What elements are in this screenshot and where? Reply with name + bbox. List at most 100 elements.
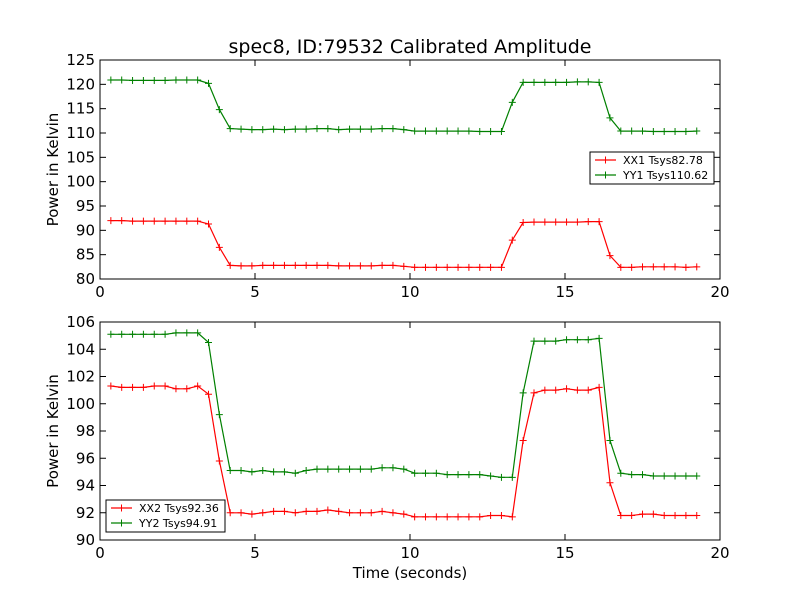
panel1-xtick-label: 10 bbox=[400, 283, 419, 301]
panel2-series-1-point bbox=[606, 479, 614, 487]
panel2-series-1-point bbox=[487, 511, 495, 519]
panel1-series-1-point bbox=[584, 218, 592, 226]
panel2-series-2-point bbox=[660, 472, 668, 480]
panel1-series-2-point bbox=[649, 128, 657, 136]
panel2-series-1-point bbox=[313, 507, 321, 515]
panel1-xtick-label: 20 bbox=[710, 283, 729, 301]
panel2-series-2-point bbox=[259, 467, 267, 475]
panel2-series-1-point bbox=[129, 383, 137, 391]
panel1-series-2-point bbox=[682, 128, 690, 136]
panel1-ylabel: Power in Kelvin bbox=[44, 113, 62, 227]
panel1-series-2-point bbox=[671, 128, 679, 136]
panel2-series-2-point bbox=[194, 329, 202, 337]
panel2-ytick-label: 90 bbox=[76, 531, 95, 549]
panel1-ytick-label: 80 bbox=[76, 270, 95, 288]
panel1-series-1-point bbox=[335, 262, 343, 270]
panel1-series-2-point bbox=[639, 127, 646, 135]
panel2-xtick-label: 5 bbox=[250, 544, 260, 562]
panel1-series-1-line bbox=[110, 220, 697, 268]
panel1-ytick-label: 90 bbox=[76, 221, 95, 239]
panel1-series-2-point bbox=[519, 78, 527, 86]
panel1-series-2-point bbox=[530, 78, 538, 86]
panel1-series-1-point bbox=[150, 217, 158, 225]
panel2-series-2-point bbox=[595, 334, 603, 342]
panel1-series-2-point bbox=[606, 114, 614, 122]
panel2-ytick-label: 96 bbox=[76, 449, 95, 467]
panel2-series-1-point bbox=[356, 509, 364, 517]
panel2-legend bbox=[105, 499, 226, 533]
panel2-series-2-point bbox=[573, 336, 581, 344]
panel1-ytick-label: 105 bbox=[66, 148, 95, 166]
panel1-series-2-point bbox=[595, 78, 603, 86]
panel1-series-1-point bbox=[563, 218, 571, 226]
panel1-series-1-point bbox=[411, 263, 419, 271]
panel2-series-2-point bbox=[161, 330, 169, 338]
panel2-series-1-point bbox=[107, 382, 115, 390]
panel2-series-2-point bbox=[367, 465, 375, 473]
panel2-series-1-point bbox=[291, 509, 299, 517]
panel2-series-2-point bbox=[584, 336, 592, 344]
panel2-legend-label: YY2 Tsys94.91 bbox=[138, 517, 217, 530]
panel1-series-1-point bbox=[660, 263, 668, 271]
panel1-series-1-point bbox=[205, 220, 212, 228]
panel1-series-1-point bbox=[129, 217, 137, 225]
panel2-series-2-point bbox=[454, 471, 462, 479]
panel2-series-1-point bbox=[595, 383, 603, 391]
panel2-series-2-point bbox=[487, 472, 495, 480]
panel2-series-1-point bbox=[454, 513, 462, 521]
panel2-xtick-label: 0 bbox=[95, 544, 105, 562]
panel1-legend-label: XX1 Tsys82.78 bbox=[623, 154, 703, 167]
panel2-series-1-point bbox=[552, 386, 560, 394]
panel2-series-2-point bbox=[118, 330, 126, 338]
panel2-series-2-point bbox=[411, 469, 419, 477]
panel2-series-1-point bbox=[324, 506, 332, 514]
panel1-series-2-point bbox=[487, 128, 495, 136]
panel2-series-2-point bbox=[541, 337, 549, 345]
panel1-series-1-point bbox=[107, 217, 115, 225]
panel2-series-1-point bbox=[226, 509, 234, 517]
panel1-series-2-point bbox=[335, 126, 343, 134]
panel1-series-1-point bbox=[324, 261, 332, 269]
panel1-series-2-point bbox=[422, 127, 429, 135]
panel1-legend-label: YY1 Tsys110.62 bbox=[622, 169, 708, 182]
panel1-xtick-label: 0 bbox=[95, 283, 105, 301]
panel1-ytick-label: 120 bbox=[66, 75, 95, 93]
panel2-ylabel: Power in Kelvin bbox=[44, 374, 62, 488]
panel2-series-2-point bbox=[346, 465, 354, 473]
panel1-series-2-point bbox=[313, 125, 321, 133]
panel1-series-1-point bbox=[356, 262, 364, 270]
panel1-series-2-point bbox=[259, 126, 267, 134]
panel2-xtick-label: 20 bbox=[710, 544, 729, 562]
panel2-series-1-point bbox=[617, 511, 625, 519]
panel1-series-1-point bbox=[693, 263, 701, 271]
panel2-series-2-point bbox=[226, 467, 234, 475]
panel1-ytick-label: 115 bbox=[66, 100, 95, 118]
panel1-series-1-point bbox=[248, 262, 256, 270]
panel1-series-1-point bbox=[682, 263, 690, 271]
panel1-series-1-point bbox=[194, 217, 202, 225]
panel2-series-1-point bbox=[476, 513, 484, 521]
panel1-series-2-point bbox=[237, 125, 245, 133]
panel1-series-1-point bbox=[237, 262, 245, 270]
panel2-series-2-point bbox=[443, 471, 451, 479]
panel2-series-2-point bbox=[693, 472, 701, 480]
panel2-series-2-point bbox=[139, 330, 147, 338]
panel2-series-1-point bbox=[389, 509, 397, 517]
panel1-series-2-point bbox=[573, 78, 581, 86]
panel1-series-2-point bbox=[660, 128, 668, 136]
panel1-legend bbox=[589, 151, 715, 185]
panel1-legend-marker bbox=[602, 171, 609, 179]
panel1-series-1-point bbox=[432, 263, 440, 271]
panel2-series-2-point bbox=[378, 464, 386, 472]
panel1-series-1-point bbox=[595, 218, 603, 226]
panel2-series-1-point bbox=[422, 513, 429, 521]
panel2-series-1-point bbox=[237, 509, 245, 517]
panel2-series-1-point bbox=[205, 390, 212, 398]
panel1-series-2-point bbox=[628, 127, 636, 135]
panel1-ytick-label: 100 bbox=[66, 173, 95, 191]
panel2-series-2-point bbox=[215, 411, 223, 419]
panel1-series-1-point bbox=[617, 263, 625, 271]
panel2-series-2-point bbox=[205, 338, 212, 346]
panel2-series-2-point bbox=[389, 464, 397, 472]
